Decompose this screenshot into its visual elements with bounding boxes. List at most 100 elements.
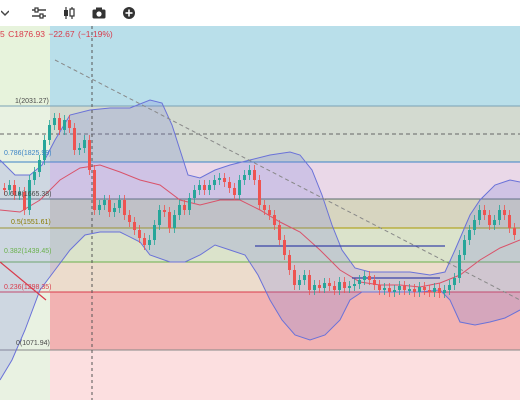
candle-body bbox=[3, 188, 6, 190]
bollinger-upper bbox=[0, 99, 520, 276]
candle-body bbox=[333, 286, 336, 290]
fib-label-05: 0.5(1551.61) bbox=[11, 219, 51, 226]
candle-body bbox=[78, 148, 81, 150]
add-circle-icon[interactable] bbox=[118, 2, 140, 24]
candle-body bbox=[83, 140, 86, 148]
fib-label-1: 1(2031.27) bbox=[15, 98, 49, 105]
candle-body bbox=[18, 192, 21, 195]
candle-body bbox=[238, 180, 241, 195]
candle-body bbox=[378, 285, 381, 290]
candle-body bbox=[418, 287, 421, 292]
candle-body bbox=[93, 170, 96, 210]
candles bbox=[3, 113, 516, 298]
chevron-down-icon[interactable] bbox=[0, 2, 10, 24]
candle-body bbox=[253, 170, 256, 180]
candle-body bbox=[213, 180, 216, 185]
candle-body bbox=[113, 208, 116, 212]
candle-body bbox=[278, 225, 281, 240]
bollinger-lower bbox=[0, 231, 520, 381]
candle-body bbox=[363, 276, 366, 280]
candle-body bbox=[328, 283, 331, 286]
legend-change: −22.67 bbox=[48, 29, 75, 39]
candle-body bbox=[343, 282, 346, 288]
candle-body bbox=[208, 185, 211, 190]
candle-body bbox=[303, 275, 306, 280]
candle-body bbox=[498, 210, 501, 220]
candle-body bbox=[148, 240, 151, 245]
candle-body bbox=[448, 285, 451, 290]
fib-label-0618: 0.618(1665.38) bbox=[4, 191, 52, 198]
price-chart[interactable] bbox=[0, 26, 520, 400]
candle-body bbox=[433, 288, 436, 292]
candle-body bbox=[353, 284, 356, 286]
candle-body bbox=[258, 180, 261, 205]
candle-body bbox=[108, 200, 111, 212]
candle-body bbox=[298, 280, 301, 285]
candle-body bbox=[338, 282, 341, 290]
fib-label-0236: 0.236(1298.35) bbox=[4, 284, 52, 291]
candle-body bbox=[38, 160, 41, 172]
candle-body bbox=[348, 286, 351, 288]
candle-body bbox=[23, 192, 26, 210]
candle-body bbox=[223, 178, 226, 182]
candle-body bbox=[358, 280, 361, 284]
candle-body bbox=[438, 288, 441, 293]
indicators-sliders-icon[interactable] bbox=[28, 2, 50, 24]
candle-body bbox=[323, 283, 326, 288]
candle-body bbox=[228, 182, 231, 188]
fib-label-0786: 0.786(1825.98) bbox=[4, 150, 52, 157]
candle-body bbox=[28, 180, 31, 210]
candle-body bbox=[318, 285, 321, 288]
candle-body bbox=[313, 285, 316, 290]
candle-body bbox=[293, 270, 296, 285]
candle-body bbox=[308, 275, 311, 290]
ohlc-legend: 5 C1876.93 −22.67 (−1.19%) bbox=[0, 29, 114, 39]
candle-body bbox=[428, 290, 431, 292]
candle-body bbox=[268, 210, 271, 215]
candle-body bbox=[118, 200, 121, 208]
candle-body bbox=[273, 215, 276, 225]
candle-body bbox=[188, 198, 191, 210]
fib-zone-0236 bbox=[50, 292, 520, 350]
candle-body bbox=[288, 255, 291, 270]
candle-body bbox=[8, 185, 11, 190]
candle-body bbox=[248, 170, 251, 175]
candle-body bbox=[183, 205, 186, 210]
candle-body bbox=[458, 255, 461, 278]
highlight-zone-top bbox=[0, 26, 50, 106]
candle-body bbox=[243, 175, 246, 180]
candle-body bbox=[463, 240, 466, 255]
candle-body bbox=[283, 240, 286, 255]
candle-body bbox=[138, 230, 141, 238]
candle-body bbox=[473, 220, 476, 230]
fib-zone-0618 bbox=[50, 199, 520, 228]
fib-zone-top bbox=[50, 26, 520, 106]
candle-body bbox=[68, 120, 71, 128]
fib-zone-0786 bbox=[50, 162, 520, 199]
drawing-extras bbox=[0, 26, 520, 400]
candle-body bbox=[388, 288, 391, 292]
candle-body bbox=[453, 278, 456, 285]
candle-body bbox=[403, 286, 406, 290]
candle-body bbox=[203, 185, 206, 190]
candle-body bbox=[468, 230, 471, 240]
legend-change-pct: (−1.19%) bbox=[77, 29, 113, 39]
candle-body bbox=[33, 172, 36, 180]
candle-body bbox=[153, 225, 156, 240]
candle-body bbox=[143, 238, 146, 245]
candlestick-icon[interactable] bbox=[58, 2, 80, 24]
fib-zone-0 bbox=[50, 350, 520, 400]
candle-body bbox=[423, 287, 426, 290]
candle-body bbox=[48, 125, 51, 140]
candle-body bbox=[393, 290, 396, 292]
candle-body bbox=[368, 276, 371, 280]
candle-body bbox=[73, 128, 76, 150]
candle-body bbox=[483, 210, 486, 215]
candle-body bbox=[218, 178, 221, 180]
legend-close: C1876.93 bbox=[8, 29, 45, 39]
candle-body bbox=[173, 215, 176, 228]
camera-icon[interactable] bbox=[88, 2, 110, 24]
dashed-trendline bbox=[54, 59, 520, 301]
candle-body bbox=[513, 228, 516, 235]
highlight-zone-left bbox=[0, 106, 50, 400]
